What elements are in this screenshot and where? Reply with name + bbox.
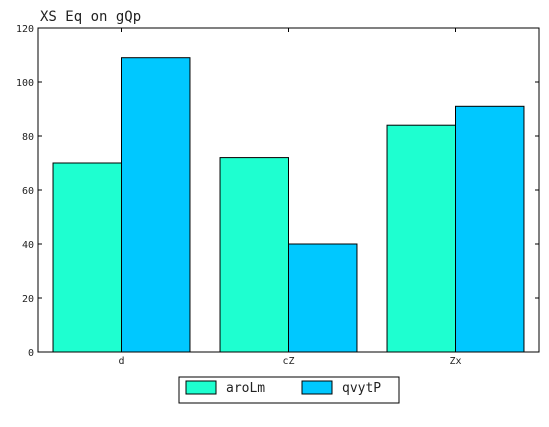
bars-group bbox=[52, 57, 525, 353]
bar-qvytP-d bbox=[121, 57, 191, 353]
y-tick-label: 40 bbox=[22, 240, 34, 251]
y-tick-label: 0 bbox=[28, 348, 34, 359]
y-tick-label: 20 bbox=[22, 294, 34, 305]
bar-aroLm-Zx bbox=[386, 124, 456, 353]
legend: aroLm qvytP bbox=[178, 376, 400, 404]
y-tick-label: 100 bbox=[16, 78, 34, 89]
chart-title: XS Eq on gQp bbox=[40, 9, 141, 25]
bar-aroLm-d bbox=[52, 162, 122, 353]
legend-label-series-0: aroLm bbox=[226, 381, 265, 396]
legend-label-series-1: qvytP bbox=[342, 381, 381, 396]
x-tick-label: d bbox=[118, 356, 124, 367]
bar-aroLm-cZ bbox=[219, 157, 289, 353]
bar-qvytP-Zx bbox=[455, 105, 525, 353]
x-tick-label: cZ bbox=[282, 356, 294, 367]
bar-qvytP-cZ bbox=[288, 243, 358, 353]
x-tick-label: Zx bbox=[449, 356, 461, 367]
y-tick-label: 120 bbox=[16, 24, 34, 35]
y-tick-label: 80 bbox=[22, 132, 34, 143]
legend-swatch-series-1 bbox=[301, 380, 333, 395]
legend-swatch-series-0 bbox=[185, 380, 217, 395]
y-tick-label: 60 bbox=[22, 186, 34, 197]
y-axis: 0 20 40 60 80 100 120 bbox=[16, 24, 539, 359]
